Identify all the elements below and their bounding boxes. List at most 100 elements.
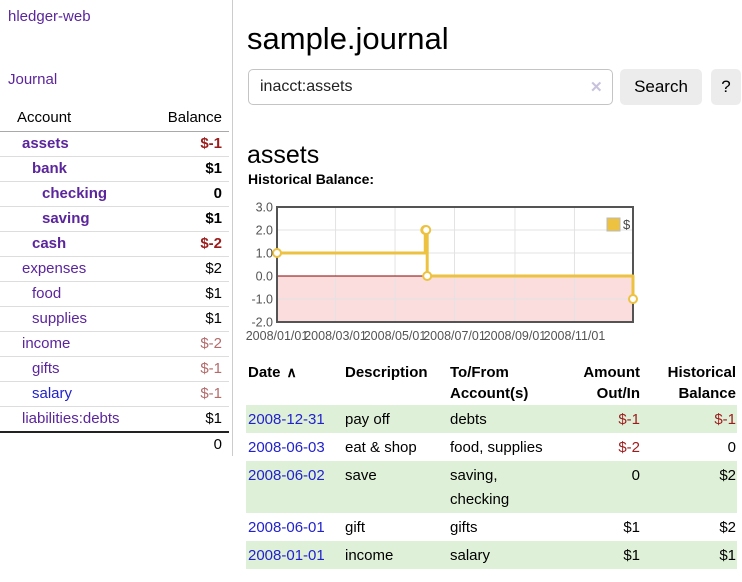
- transaction-balance: $2: [719, 519, 736, 536]
- account-balance: 0: [213, 185, 222, 202]
- account-balance: $-1: [200, 385, 222, 402]
- account-row: food $1: [0, 282, 229, 307]
- account-link-expenses[interactable]: expenses: [22, 260, 87, 277]
- account-link-assets[interactable]: assets: [22, 135, 69, 152]
- x-axis-tick-label: 2008/05/01: [364, 329, 427, 343]
- page-title: sample.journal: [247, 20, 449, 56]
- transaction-accounts: debts: [450, 411, 487, 428]
- app-brand-link[interactable]: hledger-web: [8, 8, 91, 25]
- account-balance: $-2: [200, 235, 222, 252]
- account-link-income[interactable]: income: [22, 335, 71, 352]
- account-row: salary $-1: [0, 382, 229, 407]
- account-row: assets $-1: [0, 132, 229, 157]
- transaction-date-link[interactable]: 2008-06-01: [248, 519, 325, 536]
- account-link-checking[interactable]: checking: [42, 185, 108, 202]
- y-axis-tick-label: 0.0: [256, 270, 273, 284]
- search-button[interactable]: Search: [620, 69, 702, 105]
- chart-plot-border: [276, 206, 634, 323]
- transaction-amount: $-1: [618, 411, 640, 428]
- account-balance: $1: [205, 310, 222, 327]
- x-axis-tick-label: 2008/11/01: [544, 329, 606, 343]
- account-link-gifts[interactable]: gifts: [32, 360, 60, 377]
- sidebar-divider: [232, 0, 233, 456]
- account-row: supplies $1: [0, 307, 229, 332]
- transaction-date-link[interactable]: 2008-01-01: [248, 547, 325, 564]
- account-link-liabilities-debts[interactable]: liabilities:debts: [22, 410, 120, 427]
- transaction-row: 2008-06-01 gift gifts $1 $2: [246, 513, 737, 541]
- sidebar-item-journal[interactable]: Journal: [8, 71, 58, 88]
- transaction-description: eat & shop: [345, 439, 417, 456]
- account-row: cash $-2: [0, 232, 229, 257]
- sort-ascending-icon[interactable]: ∧: [286, 364, 297, 380]
- transaction-description: save: [345, 467, 377, 484]
- account-heading: assets: [247, 140, 320, 169]
- account-link-supplies[interactable]: supplies: [32, 310, 88, 327]
- y-axis-tick-label: -2.0: [251, 316, 273, 330]
- account-row: expenses $2: [0, 257, 229, 282]
- transaction-accounts: food, supplies: [450, 439, 543, 456]
- account-row: saving $1: [0, 207, 229, 232]
- account-balance: $1: [205, 410, 222, 427]
- transaction-description: gift: [345, 519, 366, 536]
- register-header-historical: Historical Balance: [667, 364, 736, 402]
- account-row: gifts $-1: [0, 357, 229, 382]
- account-balance: $1: [205, 160, 222, 177]
- register-header-tofrom: To/From Account(s): [450, 364, 529, 402]
- accounts-total-balance: 0: [213, 436, 222, 453]
- account-balance: $1: [205, 285, 222, 302]
- account-row: income $-2: [0, 332, 229, 357]
- legend-swatch-icon: [606, 217, 621, 232]
- transaction-row: 2008-01-01 income salary $1 $1: [246, 541, 737, 569]
- account-balance: $2: [205, 260, 222, 277]
- account-link-food[interactable]: food: [32, 285, 62, 302]
- transaction-amount: 0: [631, 467, 640, 484]
- transaction-date-link[interactable]: 2008-06-03: [248, 439, 325, 456]
- register-header-description: Description: [345, 364, 428, 381]
- x-axis-tick-label: 2008/03/01: [304, 329, 367, 343]
- chart-data-point: [272, 248, 282, 258]
- x-axis-tick-label: 2008/09/01: [484, 329, 547, 343]
- transaction-balance: 0: [727, 439, 736, 456]
- account-balance: $1: [205, 210, 222, 227]
- historical-balance-chart: $ -2.0 -1.0 0.0 1.0 2.0 3.0 2008/01/012008/03/0…: [246, 201, 638, 343]
- chart-label: Historical Balance:: [248, 171, 375, 187]
- transaction-date-link[interactable]: 2008-06-02: [248, 467, 325, 484]
- transaction-accounts: gifts: [450, 519, 478, 536]
- account-link-salary[interactable]: salary: [32, 385, 73, 402]
- transaction-balance: $2: [719, 467, 736, 484]
- transaction-accounts: salary: [450, 547, 491, 564]
- transaction-amount: $1: [623, 547, 640, 564]
- account-balance: $-1: [200, 135, 222, 152]
- chart-data-point: [628, 294, 638, 304]
- clear-search-icon[interactable]: ✕: [590, 79, 603, 96]
- account-row: liabilities:debts $1: [0, 407, 229, 432]
- transaction-date-link[interactable]: 2008-12-31: [248, 411, 325, 428]
- accounts-header-balance: Balance: [151, 106, 229, 132]
- transaction-amount: $1: [623, 519, 640, 536]
- account-row: checking 0: [0, 182, 229, 207]
- account-link-saving[interactable]: saving: [42, 210, 90, 227]
- transaction-amount: $-2: [618, 439, 640, 456]
- accounts-header-account: Account: [0, 106, 152, 132]
- transaction-description: pay off: [345, 411, 390, 428]
- register-header-date[interactable]: Date ∧: [248, 364, 297, 381]
- account-row: bank $1: [0, 157, 229, 182]
- account-link-bank[interactable]: bank: [32, 160, 68, 177]
- search-input[interactable]: [248, 69, 613, 105]
- help-button[interactable]: ?: [711, 69, 741, 105]
- transaction-row: 2008-06-03 eat & shop food, supplies $-2 0: [246, 433, 737, 461]
- x-axis-tick-label: 2008/01/01: [246, 329, 309, 343]
- transaction-description: income: [345, 547, 394, 564]
- transaction-balance: $-1: [714, 411, 736, 428]
- transaction-row: 2008-12-31 pay off debts $-1 $-1: [246, 405, 737, 433]
- legend-label: $: [623, 217, 631, 232]
- transaction-accounts: saving, checking: [450, 467, 510, 508]
- chart-data-point: [422, 271, 433, 281]
- account-link-cash[interactable]: cash: [32, 235, 67, 252]
- x-axis-tick-label: 2008/07/01: [423, 329, 486, 343]
- accounts-table: Account Balance assets $-1 bank $1 checking 0…: [0, 106, 229, 457]
- accounts-total-row: 0: [0, 432, 229, 457]
- chart-data-point: [421, 225, 432, 235]
- y-axis-tick-label: -1.0: [251, 293, 273, 307]
- account-balance: $-1: [200, 360, 222, 377]
